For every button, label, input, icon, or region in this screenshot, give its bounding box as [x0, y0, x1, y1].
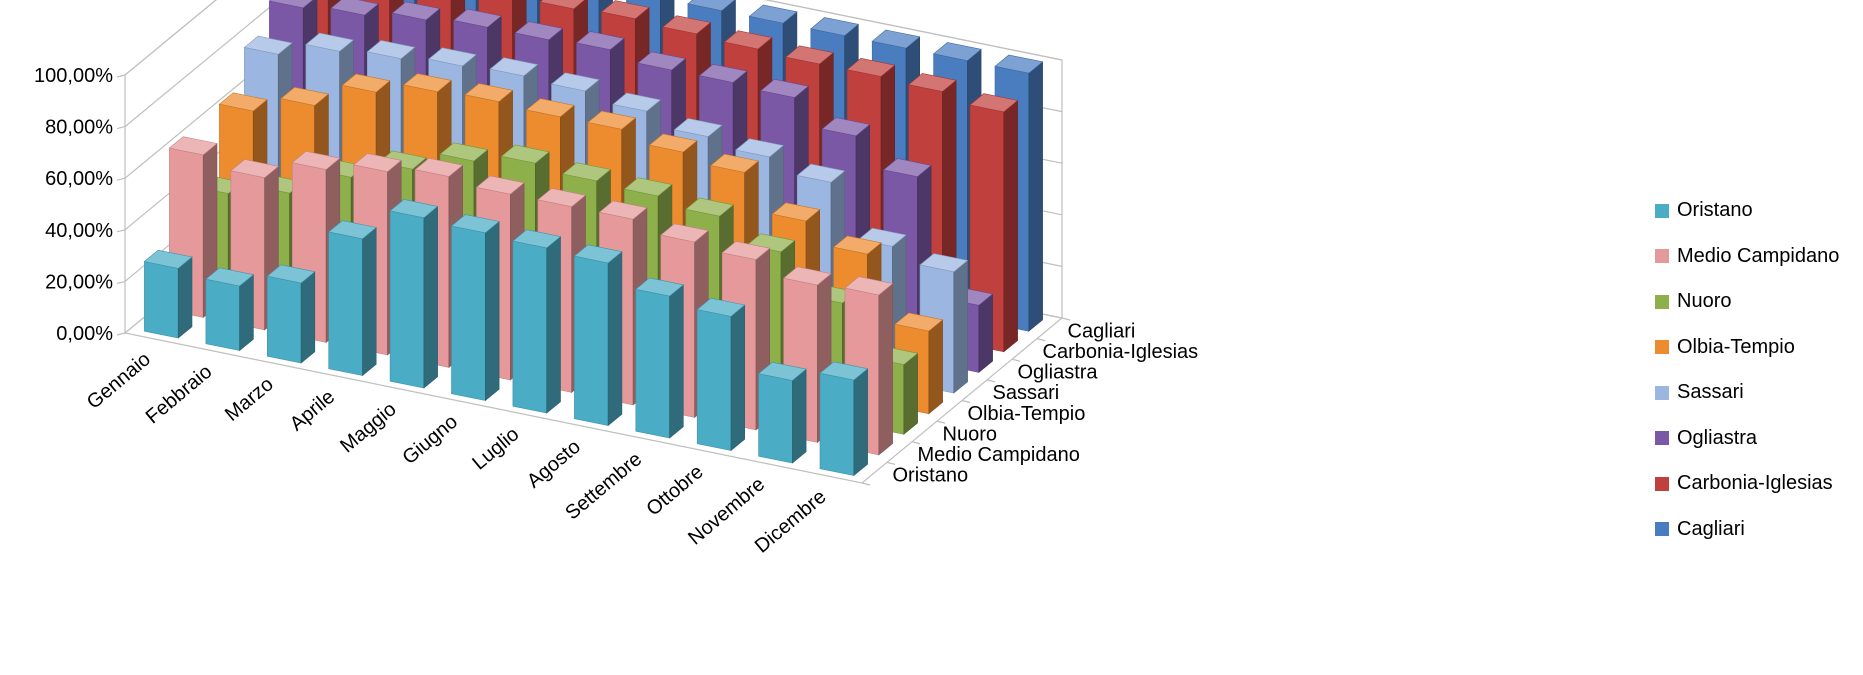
x-tick-label: Gennaio [83, 348, 155, 413]
depth-tick-mark [1061, 317, 1071, 321]
depth-tick-mark [986, 379, 996, 383]
depth-tick-mark [911, 441, 921, 445]
y-tick-mark [116, 332, 126, 336]
gridline [124, 0, 1063, 76]
y-tick-label: 100,00% [34, 65, 113, 87]
depth-tick-label: Cagliari [1068, 320, 1136, 342]
legend-label: Cagliari [1677, 517, 1745, 540]
depth-tick-mark [961, 399, 971, 404]
legend-label: Nuoro [1677, 290, 1732, 313]
depth-tick-label: Carbonia-Iglesias [1043, 341, 1199, 363]
x-tick-label: Aprile [286, 386, 339, 436]
legend-label: Oristano [1677, 199, 1753, 222]
legend-entry: Ogliastra [1655, 416, 1839, 462]
x-tick-label: Dicembre [751, 486, 831, 558]
depth-tick-mark [861, 482, 871, 486]
bar-oristano-febbraio [205, 267, 255, 352]
legend-label: Medio Campidano [1677, 244, 1840, 267]
y-tick-label: 20,00% [45, 271, 113, 293]
legend-entry: Medio Campidano [1655, 234, 1839, 280]
legend-entry: Sassari [1655, 370, 1839, 416]
depth-tick-mark [1036, 338, 1046, 342]
bar-oristano-gennaio [143, 249, 193, 339]
bar-oristano-maggio [389, 199, 439, 389]
legend-swatch [1655, 431, 1669, 446]
chart-legend: Oristano Medio Campidano Nuoro Olbia-Tempio… [1655, 188, 1839, 552]
bar-oristano-ottobre [696, 297, 746, 452]
legend-swatch [1655, 522, 1669, 537]
legend-entry: Oristano [1655, 188, 1839, 234]
depth-tick-mark [936, 420, 946, 424]
depth-tick-label: Medio Campidano [918, 444, 1080, 466]
x-tick-label: Luglio [468, 423, 523, 474]
legend-label: Sassari [1677, 381, 1744, 404]
legend-swatch [1655, 203, 1669, 218]
legend-swatch [1655, 249, 1669, 264]
legend-entry: Olbia-Tempio [1655, 325, 1839, 371]
x-tick-label: Maggio [336, 398, 400, 457]
legend-swatch [1655, 340, 1669, 355]
x-tick-label: Febbraio [142, 361, 217, 429]
y-tick-mark [116, 74, 126, 78]
legend-entry: Cagliari [1655, 507, 1839, 553]
legend-label: Carbonia-Iglesias [1677, 472, 1833, 495]
y-tick-label: 60,00% [45, 168, 113, 190]
bar-oristano-giugno [450, 214, 500, 402]
bar-oristano-agosto [573, 244, 623, 427]
legend-label: Ogliastra [1677, 426, 1758, 449]
legend-swatch [1655, 294, 1669, 309]
chart-bars [143, 0, 1044, 477]
bar-oristano-dicembre [819, 361, 869, 477]
bar-oristano-marzo [266, 264, 316, 364]
x-tick-label: Ottobre [642, 461, 707, 521]
y-tick-mark [116, 126, 126, 130]
depth-tick-label: Nuoro [943, 423, 997, 445]
legend-swatch [1655, 476, 1669, 491]
depth-tick-mark [886, 461, 896, 465]
legend-swatch [1655, 385, 1669, 400]
depth-tick-label: Oristano [893, 465, 969, 487]
bar-oristano-settembre [635, 277, 684, 439]
y-tick-label: 80,00% [45, 117, 113, 139]
x-tick-label: Agosto [523, 436, 585, 493]
legend-entry: Carbonia-Iglesias [1655, 461, 1839, 507]
y-tick-mark [116, 280, 126, 284]
x-tick-label: Marzo [221, 373, 278, 426]
depth-tick-label: Sassari [993, 382, 1060, 404]
bar-carbonia-iglesias-dicembre [969, 93, 1019, 353]
bar-oristano-aprile [328, 220, 377, 377]
depth-tick-mark [1011, 358, 1021, 362]
x-tick-label: Giugno [398, 411, 462, 469]
y-tick-mark [116, 177, 126, 181]
depth-tick-label: Ogliastra [1018, 362, 1099, 384]
bar-oristano-luglio [512, 229, 562, 414]
legend-label: Olbia-Tempio [1677, 335, 1795, 358]
y-tick-label: 40,00% [45, 220, 113, 242]
legend-entry: Nuoro [1655, 279, 1839, 325]
depth-tick-label: Olbia-Tempio [968, 403, 1086, 425]
bar-oristano-novembre [757, 361, 807, 464]
y-tick-label: 0,00% [56, 323, 113, 345]
y-tick-mark [116, 229, 126, 233]
